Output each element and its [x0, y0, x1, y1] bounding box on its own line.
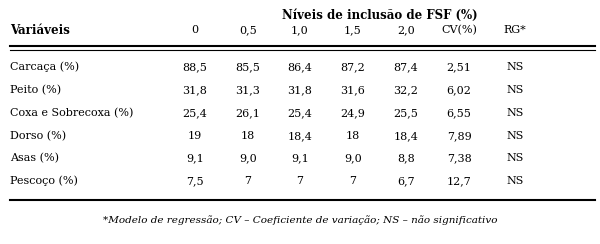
Text: *Modelo de regressão; CV – Coeficiente de variação; NS – não significativo: *Modelo de regressão; CV – Coeficiente d…: [103, 215, 497, 225]
Text: 85,5: 85,5: [236, 62, 260, 72]
Text: 86,4: 86,4: [287, 62, 313, 72]
Text: NS: NS: [506, 62, 524, 72]
Text: 32,2: 32,2: [394, 85, 418, 95]
Text: 87,2: 87,2: [341, 62, 365, 72]
Text: Carcaça (%): Carcaça (%): [10, 62, 79, 72]
Text: Coxa e Sobrecoxa (%): Coxa e Sobrecoxa (%): [10, 108, 133, 118]
Text: CV(%): CV(%): [441, 25, 477, 35]
Text: 1,5: 1,5: [344, 25, 362, 35]
Text: 26,1: 26,1: [236, 108, 260, 118]
Text: 6,55: 6,55: [446, 108, 472, 118]
Text: Variáveis: Variáveis: [10, 23, 70, 37]
Text: 88,5: 88,5: [182, 62, 208, 72]
Text: 0,5: 0,5: [239, 25, 257, 35]
Text: 25,4: 25,4: [182, 108, 208, 118]
Text: 31,3: 31,3: [236, 85, 260, 95]
Text: Dorso (%): Dorso (%): [10, 131, 66, 141]
Text: NS: NS: [506, 108, 524, 118]
Text: 18,4: 18,4: [287, 131, 313, 141]
Text: 6,02: 6,02: [446, 85, 472, 95]
Text: 7,38: 7,38: [446, 153, 472, 163]
Text: 18: 18: [241, 131, 255, 141]
Text: 0: 0: [191, 25, 199, 35]
Text: 19: 19: [188, 131, 202, 141]
Text: Asas (%): Asas (%): [10, 153, 59, 163]
Text: 12,7: 12,7: [446, 176, 472, 186]
Text: 24,9: 24,9: [341, 108, 365, 118]
Text: 1,0: 1,0: [291, 25, 309, 35]
Text: 31,8: 31,8: [287, 85, 313, 95]
Text: NS: NS: [506, 153, 524, 163]
Text: Peito (%): Peito (%): [10, 85, 61, 95]
Text: 7: 7: [245, 176, 251, 186]
Text: NS: NS: [506, 131, 524, 141]
Text: 31,6: 31,6: [341, 85, 365, 95]
Text: 18: 18: [346, 131, 360, 141]
Text: 2,51: 2,51: [446, 62, 472, 72]
Text: Pescoço (%): Pescoço (%): [10, 176, 78, 186]
Text: Níveis de inclusão de FSF (%): Níveis de inclusão de FSF (%): [282, 9, 478, 22]
Text: 7,89: 7,89: [446, 131, 472, 141]
Text: 7: 7: [349, 176, 356, 186]
Text: 9,0: 9,0: [239, 153, 257, 163]
Text: 7,5: 7,5: [186, 176, 204, 186]
Text: 87,4: 87,4: [394, 62, 418, 72]
Text: 9,1: 9,1: [186, 153, 204, 163]
Text: 31,8: 31,8: [182, 85, 208, 95]
Text: 9,1: 9,1: [291, 153, 309, 163]
Text: 7: 7: [296, 176, 304, 186]
Text: 25,5: 25,5: [394, 108, 418, 118]
Text: RG*: RG*: [503, 25, 526, 35]
Text: 9,0: 9,0: [344, 153, 362, 163]
Text: 25,4: 25,4: [287, 108, 313, 118]
Text: 18,4: 18,4: [394, 131, 418, 141]
Text: 2,0: 2,0: [397, 25, 415, 35]
Text: 6,7: 6,7: [397, 176, 415, 186]
Text: NS: NS: [506, 176, 524, 186]
Text: 8,8: 8,8: [397, 153, 415, 163]
Text: NS: NS: [506, 85, 524, 95]
